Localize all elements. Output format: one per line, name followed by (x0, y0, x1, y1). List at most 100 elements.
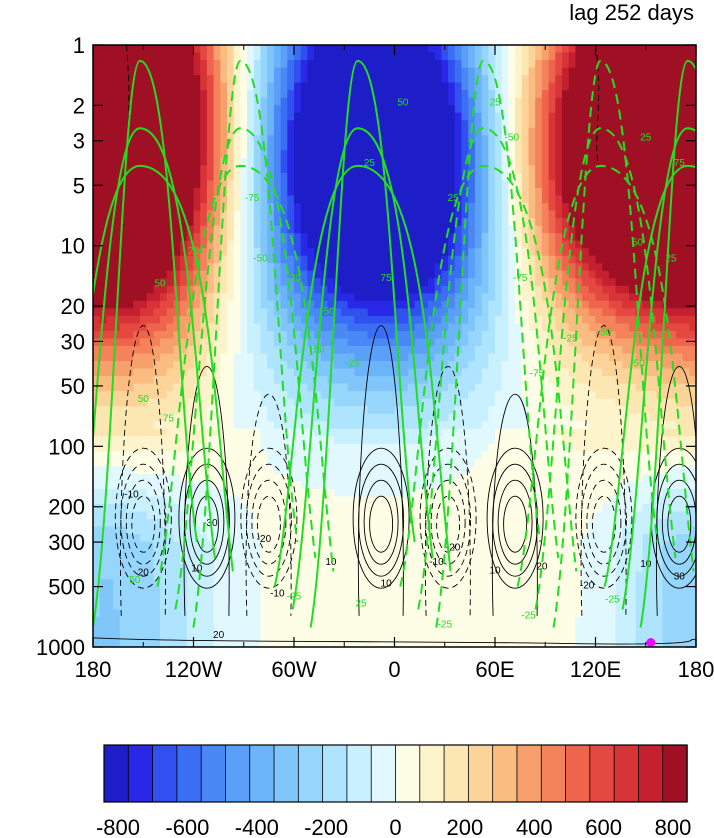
green-contour-label: 75 (674, 158, 686, 169)
green-contours (93, 59, 696, 628)
x-tick-label: 180 (678, 657, 714, 682)
green-contour-line (309, 59, 416, 628)
black-contour-ring (486, 447, 544, 589)
colorbar-tick-label: 400 (516, 815, 553, 838)
green-contour-label: 25 (489, 97, 501, 108)
y-tick-label: 50 (61, 374, 85, 399)
y-tick-label: 2 (73, 93, 85, 118)
location-marker-dot (646, 638, 656, 647)
colorbar-tick-label: -200 (304, 815, 348, 838)
black-contour-label: -20 (580, 580, 595, 591)
green-contour-label: -50 (253, 254, 268, 265)
colorbar-swatch (370, 744, 397, 803)
colorbar-swatch (443, 744, 470, 803)
black-contour-label: -10 (124, 490, 139, 501)
x-tick-label: 120E (570, 657, 621, 682)
chart-title: lag 252 days (569, 0, 694, 25)
green-contour-label: 25 (640, 133, 652, 144)
black-contour-ring (586, 479, 622, 565)
colorbar-tick-label: -400 (235, 815, 279, 838)
green-contour-label: 25 (188, 246, 200, 257)
black-contour-surface (93, 637, 696, 645)
green-contour-label: -75 (530, 369, 545, 380)
colorbar-tick-label: 800 (655, 815, 692, 838)
black-contour-label: -10 (270, 589, 285, 600)
black-contour-strat (595, 45, 600, 166)
colorbar-swatch (638, 744, 664, 803)
black-contour-label: -20 (446, 542, 461, 553)
colorbar-swatch (176, 744, 202, 803)
green-contour-label: 25 (448, 193, 460, 204)
black-contour-ring (419, 447, 477, 589)
x-axis: 180 120W 60W 0 60E 120E 180 (75, 45, 714, 682)
black-contour-label: 10 (381, 579, 393, 590)
black-contour-label: 10 (640, 559, 652, 570)
colorbar-swatch (127, 744, 154, 803)
green-contour-label: 50 (314, 344, 326, 355)
green-contour-label: 50 (632, 238, 644, 249)
black-contour-ring (667, 495, 692, 553)
colorbar-swatch (225, 744, 251, 803)
green-contour-label: 25 (364, 158, 376, 169)
black-contour-ring (251, 479, 287, 565)
black-contour-ring (580, 463, 627, 577)
black-contour-lobe (357, 325, 404, 616)
colorbar-tick-label: 0 (389, 815, 401, 838)
y-tick-label: 300 (48, 530, 85, 555)
colorbar-tick-label: -600 (165, 815, 209, 838)
y-tick-label: 3 (73, 129, 85, 154)
green-contour-line (273, 164, 452, 587)
black-contour-ring (256, 495, 281, 553)
green-contour-line (156, 164, 335, 587)
colorbar-swatch (346, 744, 372, 803)
x-tick-label: 60W (271, 657, 316, 682)
black-contour-label: 20 (536, 561, 548, 572)
colorbar-swatch (467, 744, 494, 803)
colorbar-swatch (395, 744, 421, 803)
black-contour-ring (497, 479, 533, 565)
green-contour-label: 25 (355, 599, 367, 610)
green-contour-line (174, 127, 317, 610)
black-contour-lobe (656, 366, 696, 616)
colorbar-tick-label: -800 (96, 815, 140, 838)
colorbar-tick-label: 600 (585, 815, 622, 838)
black-contour-lobe (424, 366, 471, 616)
black-contour-ring (352, 447, 410, 589)
green-contour-line (93, 59, 198, 628)
colorbar-swatch (516, 744, 542, 803)
black-contour-ring (178, 447, 236, 589)
colorbar-tick-label: 200 (447, 815, 484, 838)
green-contour-label: -25 (521, 610, 536, 621)
green-contour-line (621, 127, 696, 610)
green-contour-line (399, 164, 578, 587)
green-contour-label: 25 (665, 254, 677, 265)
black-contour-ring (120, 463, 167, 577)
black-contour-label: -10 (429, 557, 444, 568)
green-contour-label: -75 (245, 193, 260, 204)
colorbar-frame (103, 744, 688, 803)
black-contour-label: -20 (257, 534, 272, 545)
green-contour-label: -50 (597, 327, 612, 338)
y-tick-label: 10 (61, 234, 85, 259)
black-contour-ring (114, 447, 172, 589)
black-contour-ring (363, 479, 399, 565)
black-contour-ring (503, 495, 528, 553)
black-contour-ring (125, 479, 161, 565)
colorbar-swatch (297, 744, 324, 803)
green-contour-label: 50 (154, 279, 166, 290)
green-contour-label: -50 (505, 133, 520, 144)
black-contour-lobe (183, 366, 230, 616)
colorbar-swatch (565, 744, 591, 803)
black-contour-ring (425, 463, 472, 577)
green-contour-line (552, 59, 659, 628)
black-contour-label: 10 (191, 563, 203, 574)
black-contour-label: 10 (489, 565, 501, 576)
green-contour-label: -25 (287, 592, 302, 603)
green-contour-label: -25 (345, 359, 360, 370)
black-contour-ring (661, 479, 696, 565)
green-contour-label: -25 (287, 273, 302, 284)
black-contour-label: 10 (325, 557, 337, 568)
y-tick-label: 500 (48, 575, 85, 600)
colorbar-swatch (492, 744, 518, 803)
